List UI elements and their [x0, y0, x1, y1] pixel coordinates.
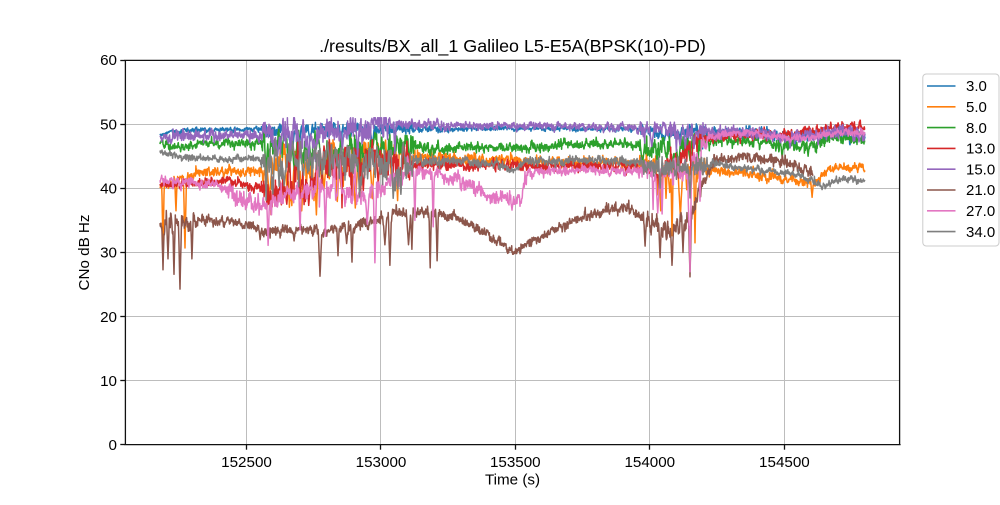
- svg-text:27.0: 27.0: [966, 203, 995, 220]
- svg-text:154000: 154000: [624, 454, 675, 471]
- svg-text:30: 30: [100, 245, 117, 262]
- svg-text:15.0: 15.0: [966, 161, 995, 178]
- svg-text:21.0: 21.0: [966, 182, 995, 199]
- svg-text:5.0: 5.0: [966, 99, 987, 116]
- svg-text:60: 60: [100, 52, 117, 69]
- svg-text:50: 50: [100, 116, 117, 133]
- svg-text:153500: 153500: [490, 454, 541, 471]
- svg-text:152500: 152500: [221, 454, 272, 471]
- svg-text:153000: 153000: [356, 454, 407, 471]
- svg-text:CNo dB Hz: CNo dB Hz: [76, 215, 93, 291]
- svg-text:40: 40: [100, 181, 117, 198]
- svg-text:154500: 154500: [759, 454, 810, 471]
- svg-text:3.0: 3.0: [966, 78, 987, 95]
- svg-text:34.0: 34.0: [966, 224, 995, 241]
- svg-text:20: 20: [100, 309, 117, 326]
- svg-text:13.0: 13.0: [966, 141, 995, 158]
- svg-text:0: 0: [109, 437, 117, 454]
- svg-text:./results/BX_all_1 Galileo L5-: ./results/BX_all_1 Galileo L5-E5A(BPSK(1…: [319, 36, 706, 57]
- svg-text:10: 10: [100, 373, 117, 390]
- svg-text:Time (s): Time (s): [485, 472, 540, 489]
- svg-text:8.0: 8.0: [966, 120, 987, 137]
